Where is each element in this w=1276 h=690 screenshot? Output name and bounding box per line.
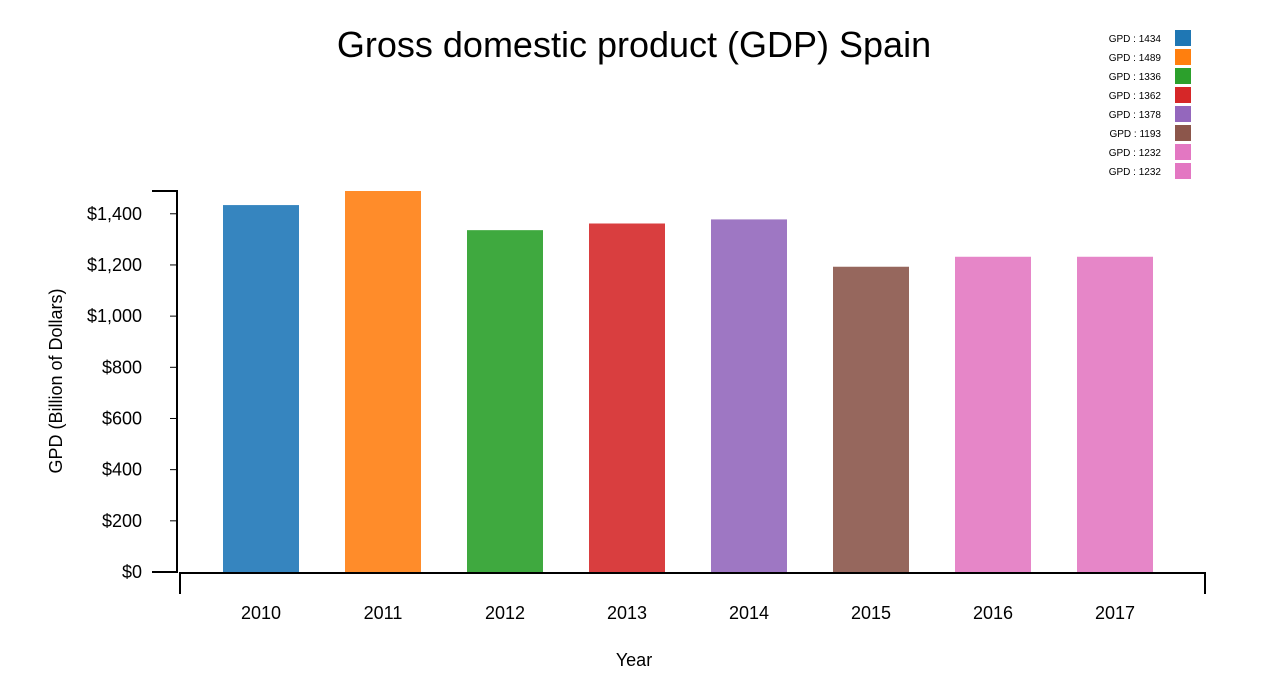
- x-axis-line: [179, 572, 1206, 594]
- legend-label: GPD : 1193: [1109, 129, 1161, 140]
- bars: [223, 191, 1153, 573]
- y-axis-label: GPD (Billion of Dollars): [46, 288, 66, 473]
- legend-label: GPD : 1232: [1109, 148, 1162, 159]
- y-tick-label: $800: [102, 357, 142, 377]
- legend-swatch: [1175, 87, 1191, 103]
- legend-label: GPD : 1232: [1109, 167, 1162, 178]
- y-tick-label: $400: [102, 460, 142, 480]
- chart-title: Gross domestic product (GDP) Spain: [337, 24, 931, 65]
- y-tick-label: $1,400: [87, 204, 142, 224]
- bar-2013: [589, 223, 665, 572]
- y-tick-label: $600: [102, 408, 142, 428]
- y-axis-line: [152, 190, 178, 573]
- y-axis: $0 $200 $400 $600 $800 $1,000 $1,200 $1,400: [87, 190, 178, 582]
- y-tick-label: $200: [102, 511, 142, 531]
- bar-2012: [467, 230, 543, 572]
- bar-2010: [223, 205, 299, 573]
- x-tick-label: 2017: [1095, 603, 1135, 623]
- x-tick-label: 2011: [364, 603, 403, 623]
- legend-swatch: [1175, 106, 1191, 122]
- bar-2016: [955, 256, 1031, 572]
- bar-2017: [1077, 256, 1153, 572]
- legend-label: GPD : 1378: [1109, 110, 1162, 121]
- x-tick-label: 2012: [485, 603, 525, 623]
- legend-label: GPD : 1434: [1109, 34, 1162, 45]
- legend: GPD : 1434 GPD : 1489 GPD : 1336 GPD : 1362…: [1109, 30, 1191, 179]
- y-tick-label: $0: [122, 562, 142, 582]
- legend-label: GPD : 1489: [1109, 53, 1162, 64]
- legend-label: GPD : 1336: [1109, 72, 1162, 83]
- legend-swatch: [1175, 68, 1191, 84]
- bar-2014: [711, 219, 787, 572]
- bar-2015: [833, 266, 909, 572]
- x-axis: 2010 2011 2012 2013 2014 2015 2016 2017: [179, 572, 1206, 623]
- legend-swatch: [1175, 163, 1191, 179]
- bar-2011: [345, 191, 421, 572]
- x-tick-label: 2014: [729, 603, 769, 623]
- legend-swatch: [1175, 125, 1191, 141]
- x-tick-label: 2013: [607, 603, 647, 623]
- x-tick-label: 2015: [851, 603, 891, 623]
- x-tick-label: 2010: [241, 603, 281, 623]
- legend-swatch: [1175, 30, 1191, 46]
- y-tick-label: $1,000: [87, 306, 142, 326]
- y-tick-label: $1,200: [87, 255, 142, 275]
- legend-swatch: [1175, 144, 1191, 160]
- x-axis-label: Year: [616, 650, 652, 670]
- legend-label: GPD : 1362: [1109, 91, 1162, 102]
- legend-swatch: [1175, 49, 1191, 65]
- x-tick-label: 2016: [973, 603, 1013, 623]
